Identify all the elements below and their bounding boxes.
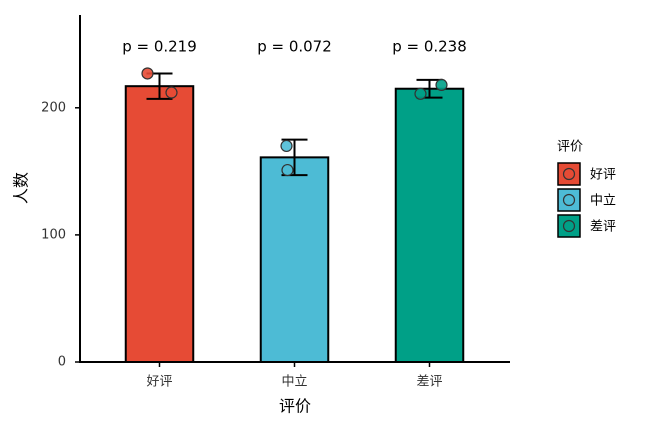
x-tick-label: 好评 [146,375,172,390]
y-tick-label: 200 [41,100,66,115]
x-tick-label: 差评 [416,375,442,390]
p-value-annotation: p = 0.072 [257,38,332,56]
data-point [141,67,154,80]
legend-key-point [562,193,576,207]
legend-label: 差评 [590,220,616,235]
data-point [280,139,293,153]
x-axis-label: 评价 [279,397,311,416]
y-axis-label: 人数 [12,172,31,204]
y-tick-label: 0 [58,355,66,370]
data-point [414,87,427,100]
bar [124,85,195,364]
legend-label: 中立 [590,194,616,209]
legend-key-point [562,219,576,233]
p-value-annotation: p = 0.238 [392,38,467,56]
legend-title: 评价 [557,140,583,155]
data-point [165,86,178,99]
bar [259,156,330,363]
data-point [435,78,448,92]
bar [394,87,465,363]
data-point [281,163,294,177]
legend-label: 好评 [590,168,616,183]
y-tick-label: 100 [41,227,66,242]
x-tick-label: 中立 [281,375,307,390]
p-value-annotation: p = 0.219 [122,38,197,56]
legend-key-point [562,167,576,181]
